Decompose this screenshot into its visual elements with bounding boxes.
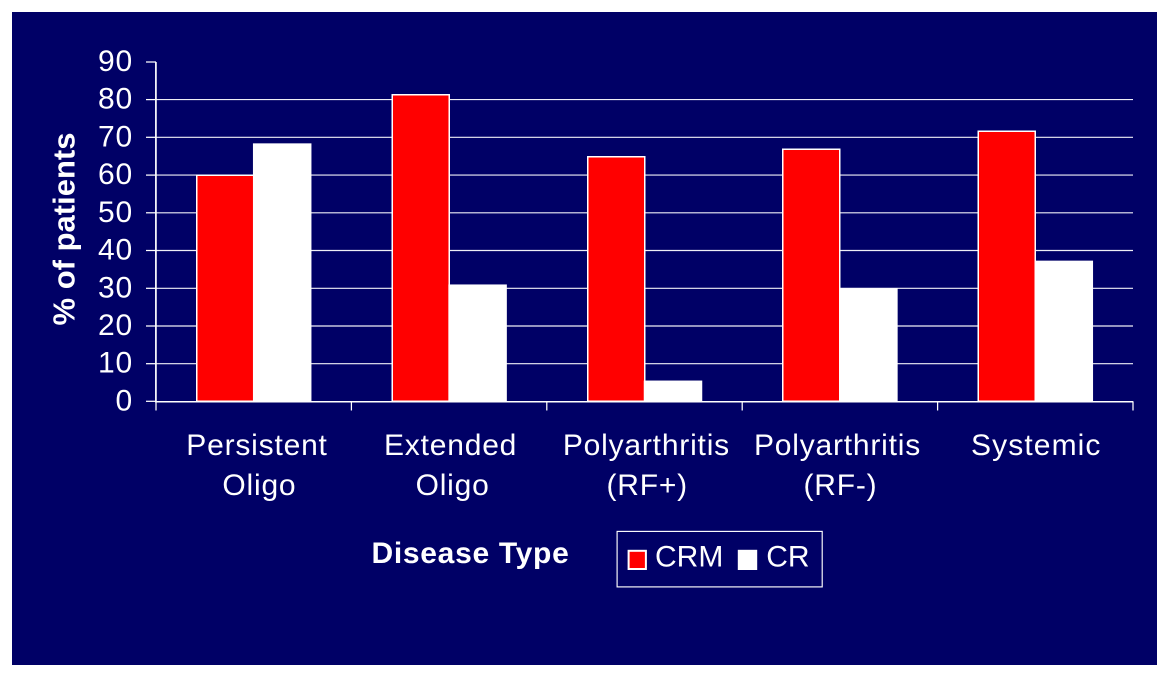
- svg-text:(RF+): (RF+): [606, 469, 688, 502]
- svg-text:10: 10: [98, 347, 133, 380]
- svg-text:30: 30: [98, 271, 133, 304]
- svg-text:Extended: Extended: [384, 429, 517, 462]
- svg-text:Systemic: Systemic: [971, 429, 1102, 462]
- svg-text:Oligo: Oligo: [416, 469, 490, 502]
- svg-text:0: 0: [116, 384, 134, 417]
- svg-text:Polyarthritis: Polyarthritis: [754, 429, 921, 462]
- svg-text:70: 70: [98, 120, 133, 153]
- svg-text:CRM: CRM: [655, 541, 723, 574]
- svg-text:90: 90: [98, 45, 133, 78]
- svg-text:(RF-): (RF-): [804, 469, 878, 502]
- svg-text:Persistent: Persistent: [186, 429, 327, 462]
- svg-text:% of patients: % of patients: [47, 133, 82, 326]
- svg-text:50: 50: [98, 196, 133, 229]
- svg-text:Polyarthritis: Polyarthritis: [563, 429, 730, 462]
- svg-text:80: 80: [98, 83, 133, 116]
- svg-text:40: 40: [98, 234, 133, 267]
- svg-text:Oligo: Oligo: [222, 469, 296, 502]
- svg-text:CR: CR: [766, 541, 809, 574]
- svg-text:20: 20: [98, 309, 133, 342]
- svg-text:Disease Type: Disease Type: [372, 537, 570, 570]
- svg-text:60: 60: [98, 158, 133, 191]
